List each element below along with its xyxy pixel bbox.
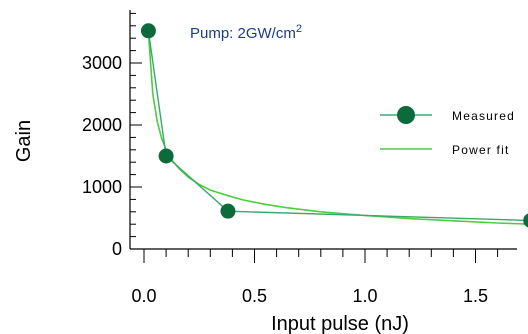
x-tick-label: 0.0 [131, 286, 156, 306]
legend: Measured Power fit [380, 106, 515, 157]
y-tick-label: 0 [112, 239, 122, 259]
pump-annotation-text: Pump: 2GW/cm [190, 25, 296, 42]
x-tick-label: 1.5 [463, 286, 488, 306]
pump-annotation: Pump: 2GW/cm2 [190, 23, 302, 42]
measured-layer [140, 23, 528, 228]
measured-line [147, 30, 528, 222]
measured-point [158, 148, 174, 164]
x-axis-title: Input pulse (nJ) [271, 313, 409, 334]
pump-annotation-superscript: 2 [296, 23, 302, 35]
tick-labels: 0 1000 2000 3000 0.0 0.5 1.0 1.5 [82, 53, 488, 306]
measured-point [140, 23, 156, 39]
legend-fit-label: Power fit [452, 143, 509, 157]
measured-point [523, 213, 528, 228]
fit-layer [147, 31, 528, 225]
y-tick-label: 1000 [82, 177, 122, 197]
y-tick-label: 3000 [82, 53, 122, 73]
y-tick-label: 2000 [82, 115, 122, 135]
power-fit-curve [147, 31, 528, 225]
axes-group [129, 10, 517, 263]
legend-measured-marker [397, 106, 415, 124]
measured-point [220, 203, 236, 219]
x-tick-label: 0.5 [242, 286, 267, 306]
y-axis-title: Gain [13, 120, 35, 162]
x-tick-label: 1.0 [352, 286, 377, 306]
legend-measured-label: Measured [452, 109, 515, 123]
